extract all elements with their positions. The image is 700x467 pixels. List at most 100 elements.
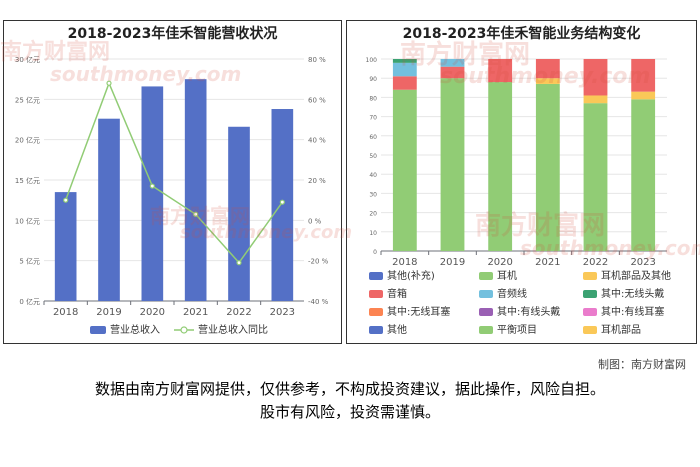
chart-title: 2018-2023年佳禾智能业务结构变化: [402, 26, 641, 42]
disclaimer-line-2: 股市有风险，投资需谨慎。: [259, 403, 440, 421]
revenue-bar: [54, 192, 77, 301]
legend-swatch: [369, 290, 383, 298]
revenue-chart-panel: 2018-2023年佳禾智能营收状况 0 亿元 5 亿元 10 亿元 15 亿元 20 …: [3, 20, 342, 344]
stack-segment: [631, 59, 656, 92]
x-tick-label: 2018: [392, 257, 417, 268]
y2-tick-label: 60 %: [308, 96, 326, 104]
legend-swatch: [583, 290, 597, 298]
legend-swatch: [479, 308, 493, 316]
x-tick-label: 2019: [440, 257, 465, 268]
y-tick-label: 30: [369, 191, 377, 198]
legend-swatch: [479, 326, 493, 334]
y2-tick-label: 80 %: [308, 56, 326, 64]
legend-label: 耳机: [497, 269, 517, 282]
yoy-point: [236, 260, 242, 266]
x-tick-label: 2020: [140, 307, 165, 318]
y-tick-label: 40: [369, 172, 377, 179]
x-tick-label: 2023: [270, 307, 295, 318]
yoy-point: [279, 199, 285, 205]
legend-label: 耳机部品: [601, 323, 641, 336]
legend-swatch: [479, 290, 493, 298]
revenue-bar: [98, 118, 120, 302]
revenue-chart: 0 亿元 5 亿元 10 亿元 15 亿元 20 亿元 25 亿元 30 亿元 -40 % -2…: [15, 55, 329, 336]
y-tick-label: 70: [369, 115, 377, 122]
stack-segment: [488, 59, 513, 83]
legend-swatch: [369, 272, 383, 280]
legend-swatch: [369, 308, 383, 316]
y-tick-label: 60: [369, 134, 377, 141]
stack-segment: [535, 59, 560, 79]
structure-chart: 0 10 20 30 40 50 60 70 80 90 100 2018 2019 2020 2021 20…: [366, 57, 671, 336]
legend-label: 其中:无线耳塞: [387, 305, 450, 318]
stack-segment: [392, 89, 417, 251]
legend-swatch: [90, 326, 106, 334]
x-tick-label: 2021: [183, 307, 208, 318]
legend-label: 其中:无线头戴: [601, 287, 664, 300]
stack-segment: [583, 59, 608, 96]
stack-segment: [392, 59, 417, 63]
structure-chart-panel: 2018-2023年佳禾智能业务结构变化 0 10 20 30 40 50 60 70 80 90…: [346, 20, 697, 344]
stack-segment: [440, 66, 465, 79]
y-tick-label: 15 亿元: [15, 176, 40, 185]
legend-swatch: [583, 326, 597, 334]
legend-label: 耳机部品及其他: [601, 269, 671, 282]
legend-swatch: [369, 326, 383, 334]
y-tick-label: 80: [369, 95, 377, 102]
yoy-line: [64, 81, 283, 264]
y-tick-label: 30 亿元: [15, 55, 40, 64]
yoy-point: [63, 197, 69, 203]
chart-credit: 制图：南方财富网: [598, 358, 686, 371]
x-tick-label: 2020: [487, 257, 512, 268]
legend-swatch: [180, 326, 188, 334]
stack-segment: [631, 99, 656, 251]
yoy-point: [149, 183, 155, 189]
chart-title: 2018-2023年佳禾智能营收状况: [67, 26, 278, 42]
x-tick-label: 2018: [53, 307, 78, 318]
stack-segment: [535, 78, 560, 84]
legend-label: 其他(补充): [387, 269, 435, 282]
y-tick-label: 0: [373, 249, 377, 256]
stack-segment: [631, 91, 656, 100]
legend-label: 平衡项目: [497, 324, 537, 336]
revenue-bar: [184, 79, 207, 301]
y-tick-label: 50: [369, 153, 377, 160]
stack-segment: [440, 59, 465, 67]
y-tick-label: 20 亿元: [15, 136, 40, 145]
legend-label: 音频线: [497, 287, 527, 300]
stack-segment: [440, 78, 465, 251]
stack-segment: [583, 95, 608, 104]
y-tick-label: 10: [369, 230, 377, 237]
x-tick-label: 2022: [226, 307, 251, 318]
legend-label: 其他: [387, 323, 407, 336]
x-tick-label: 2023: [630, 257, 655, 268]
legend-label: 音箱: [387, 287, 407, 300]
y2-tick-label: -20 %: [308, 258, 329, 266]
y2-tick-label: -40 %: [308, 298, 329, 306]
revenue-bar: [271, 109, 294, 301]
y-tick-label: 10 亿元: [15, 216, 40, 225]
stack-segment: [392, 62, 417, 77]
x-tick-label: 2019: [96, 307, 121, 318]
y2-tick-label: 0 %: [308, 217, 322, 225]
legend-label: 其中:有线头戴: [497, 305, 560, 318]
legend-label: 营业总收入同比: [198, 323, 268, 336]
legend-swatch: [583, 308, 597, 316]
disclaimer-line-1: 数据由南方财富网提供，仅供参考，不构成投资建议，据此操作，风险自担。: [94, 380, 605, 398]
stack-segment: [392, 76, 417, 90]
y-tick-label: 5 亿元: [19, 257, 40, 266]
y-tick-label: 20: [369, 211, 377, 218]
stack-segment: [488, 82, 513, 251]
y2-tick-label: 20 %: [308, 177, 326, 185]
stack-segment: [535, 83, 560, 252]
stack-segment: [583, 103, 608, 251]
y-tick-label: 90: [369, 76, 377, 83]
legend-label: 其中:有线耳塞: [601, 305, 664, 318]
y-tick-label: 0 亿元: [19, 297, 40, 306]
x-tick-label: 2022: [583, 257, 608, 268]
legend-swatch: [479, 272, 493, 280]
y-tick-label: 100: [366, 57, 378, 64]
y-tick-label: 25 亿元: [15, 95, 40, 104]
revenue-bar: [228, 126, 250, 301]
yoy-point: [106, 80, 112, 86]
revenue-bar: [141, 86, 164, 301]
